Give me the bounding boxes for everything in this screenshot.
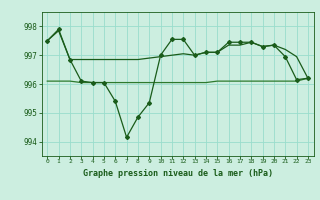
X-axis label: Graphe pression niveau de la mer (hPa): Graphe pression niveau de la mer (hPa) xyxy=(83,169,273,178)
